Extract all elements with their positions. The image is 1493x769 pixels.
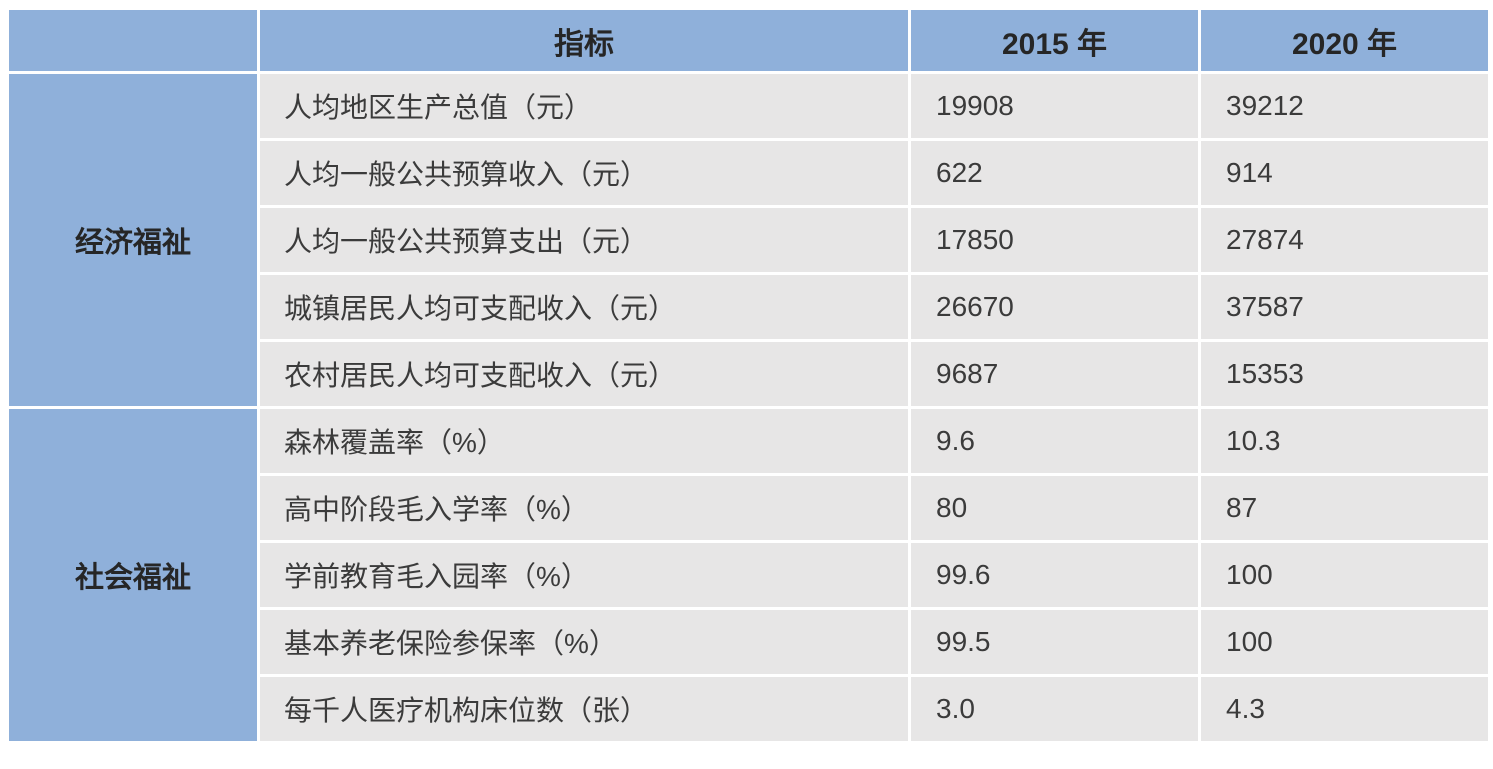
value-cell-2015: 99.5 <box>911 610 1198 674</box>
indicator-cell: 森林覆盖率（%） <box>260 409 908 473</box>
value-cell-2020: 37587 <box>1201 275 1488 339</box>
table-row: 社会福祉 森林覆盖率（%） 9.6 10.3 <box>9 409 1488 741</box>
indicator-cell: 每千人医疗机构床位数（张） <box>260 677 908 741</box>
table-row: 人均一般公共预算收入（元） 622 914 <box>9 141 1488 205</box>
indicator-cell: 基本养老保险参保率（%） <box>260 610 908 674</box>
welfare-indicators-table: 指标 2015 年 2020 年 经济福祉 人均地区生产总值（元） 19908 … <box>6 7 1491 744</box>
table-row: 农村居民人均可支配收入（元） 9687 15353 <box>9 342 1488 406</box>
indicator-cell: 人均一般公共预算支出（元） <box>260 208 908 272</box>
header-cell-indicator: 指标 <box>260 10 908 71</box>
table-row: 城镇居民人均可支配收入（元） 26670 37587 <box>9 275 1488 339</box>
value-cell-2020: 10.3 <box>1201 409 1488 473</box>
indicator-cell: 城镇居民人均可支配收入（元） <box>260 275 908 339</box>
value-cell-2020: 87 <box>1201 476 1488 540</box>
table-row: 经济福祉 人均地区生产总值（元） 19908 39212 <box>9 74 1488 406</box>
value-cell-2015: 26670 <box>911 275 1198 339</box>
indicator-cell: 农村居民人均可支配收入（元） <box>260 342 908 406</box>
value-cell-2020: 15353 <box>1201 342 1488 406</box>
value-cell-2020: 27874 <box>1201 208 1488 272</box>
header-cell-empty <box>9 10 257 71</box>
value-cell-2015: 9687 <box>911 342 1198 406</box>
value-cell-2015: 80 <box>911 476 1198 540</box>
table-row: 高中阶段毛入学率（%） 80 87 <box>9 476 1488 540</box>
table-row: 基本养老保险参保率（%） 99.5 100 <box>9 610 1488 674</box>
indicator-cell: 人均一般公共预算收入（元） <box>260 141 908 205</box>
header-cell-2020: 2020 年 <box>1201 10 1488 71</box>
value-cell-2020: 4.3 <box>1201 677 1488 741</box>
value-cell-2015: 99.6 <box>911 543 1198 607</box>
value-cell-2020: 914 <box>1201 141 1488 205</box>
value-cell-2020: 100 <box>1201 543 1488 607</box>
value-cell-2020: 39212 <box>1201 74 1488 138</box>
value-cell-2020: 100 <box>1201 610 1488 674</box>
table-row: 每千人医疗机构床位数（张） 3.0 4.3 <box>9 677 1488 741</box>
value-cell-2015: 19908 <box>911 74 1198 138</box>
indicator-cell: 高中阶段毛入学率（%） <box>260 476 908 540</box>
value-cell-2015: 3.0 <box>911 677 1198 741</box>
header-row: 指标 2015 年 2020 年 <box>9 10 1488 71</box>
value-cell-2015: 622 <box>911 141 1198 205</box>
value-cell-2015: 9.6 <box>911 409 1198 473</box>
value-cell-2015: 17850 <box>911 208 1198 272</box>
table-row: 学前教育毛入园率（%） 99.6 100 <box>9 543 1488 607</box>
table-row: 人均一般公共预算支出（元） 17850 27874 <box>9 208 1488 272</box>
header-cell-2015: 2015 年 <box>911 10 1198 71</box>
category-cell-economic: 经济福祉 <box>9 74 257 406</box>
indicator-cell: 学前教育毛入园率（%） <box>260 543 908 607</box>
indicator-cell: 人均地区生产总值（元） <box>260 74 908 138</box>
category-cell-social: 社会福祉 <box>9 409 257 741</box>
